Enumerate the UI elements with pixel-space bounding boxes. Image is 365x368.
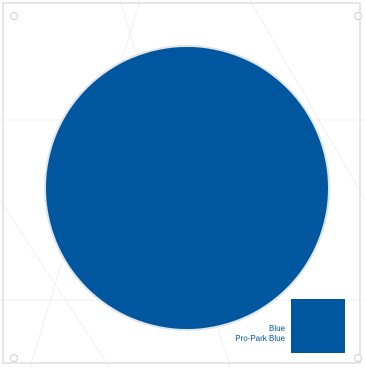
grommet-top-right-icon xyxy=(354,12,362,20)
grommet-bottom-right-icon xyxy=(354,354,362,362)
color-name: Blue xyxy=(268,324,285,333)
color-swatch[interactable] xyxy=(291,299,345,353)
color-label: Blue Pro-Park Blue xyxy=(235,324,285,344)
sign-frame xyxy=(2,2,361,364)
grommet-bottom-left-icon xyxy=(10,354,18,362)
product-color-name: Pro-Park Blue xyxy=(235,334,285,343)
grommet-top-left-icon xyxy=(10,12,18,20)
blue-circle-sign xyxy=(46,47,328,329)
